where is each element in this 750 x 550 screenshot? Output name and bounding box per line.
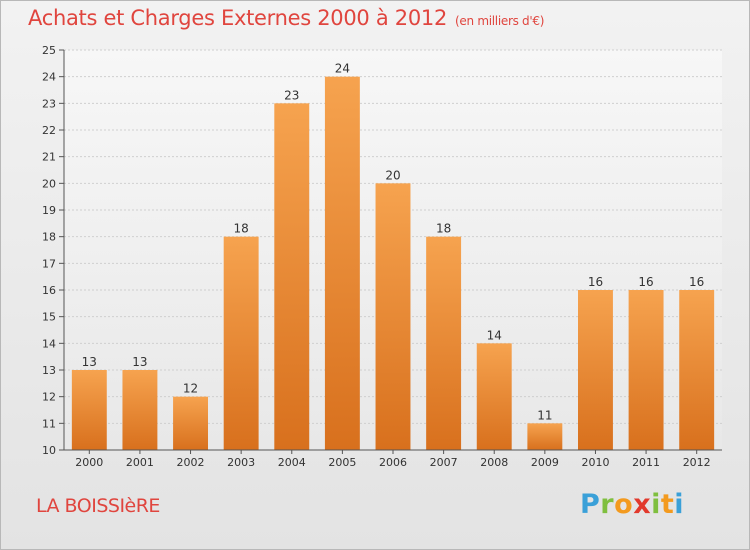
bar xyxy=(679,290,715,450)
y-tick-label: 10 xyxy=(42,444,56,457)
y-tick-label: 25 xyxy=(42,44,56,57)
proxiti-logo[interactable]: Proxiti xyxy=(580,489,684,520)
data-label: 16 xyxy=(588,275,603,289)
bar xyxy=(426,236,462,450)
data-label: 11 xyxy=(537,408,552,422)
y-tick-label: 17 xyxy=(42,257,56,270)
x-tick-label: 2000 xyxy=(75,456,103,469)
bar xyxy=(274,103,310,450)
x-tick-label: 2007 xyxy=(430,456,458,469)
x-tick-label: 2012 xyxy=(683,456,711,469)
data-label: 20 xyxy=(385,168,400,182)
bar xyxy=(527,423,563,450)
bar xyxy=(122,370,158,450)
logo-letter: r xyxy=(600,489,615,520)
y-tick-label: 24 xyxy=(42,71,56,84)
x-tick-label: 2003 xyxy=(227,456,255,469)
data-label: 23 xyxy=(284,88,299,102)
bar xyxy=(628,290,664,450)
y-tick-label: 22 xyxy=(42,124,56,137)
y-axis: 10 11 12 13 14 15 16 17 18 19 20 21 22 23 24 25 xyxy=(42,44,65,457)
bar xyxy=(476,343,512,450)
y-tick-label: 12 xyxy=(42,391,56,404)
location-name: LA BOISSIèRE xyxy=(36,495,160,517)
y-tick-label: 20 xyxy=(42,177,56,190)
bar xyxy=(375,183,411,451)
data-label: 13 xyxy=(82,355,97,369)
y-tick-label: 15 xyxy=(42,311,56,324)
x-tick-label: 2005 xyxy=(328,456,356,469)
y-tick-label: 23 xyxy=(42,97,56,110)
logo-letter: i xyxy=(674,489,685,520)
y-tick-label: 14 xyxy=(42,337,56,350)
logo-letter: o xyxy=(614,489,634,520)
y-tick-label: 19 xyxy=(42,204,56,217)
bars xyxy=(71,76,715,451)
logo-letter: x xyxy=(633,489,652,520)
data-label: 12 xyxy=(183,382,198,396)
y-tick-label: 16 xyxy=(42,284,56,297)
y-tick-label: 13 xyxy=(42,364,56,377)
bar xyxy=(577,290,613,450)
bar xyxy=(173,396,209,450)
data-label: 24 xyxy=(335,62,350,76)
bar xyxy=(71,370,107,450)
x-tick-label: 2006 xyxy=(379,456,407,469)
x-tick-label: 2011 xyxy=(632,456,660,469)
logo-letter: i xyxy=(651,489,661,520)
x-axis: 2000 2001 2002 2003 2004 2005 2006 2007 2008 2009… xyxy=(64,449,722,469)
data-label: 14 xyxy=(487,328,502,342)
x-tick-label: 2004 xyxy=(278,456,306,469)
chart-title: Achats et Charges Externes 2000 à 2012 (e… xyxy=(28,6,544,30)
data-label: 16 xyxy=(638,275,653,289)
data-label: 16 xyxy=(689,275,704,289)
y-tick-label: 21 xyxy=(42,151,56,164)
logo-letter: t xyxy=(660,489,675,520)
chart-subtitle: (en milliers d'€) xyxy=(455,14,545,28)
x-tick-label: 2001 xyxy=(126,456,154,469)
bar xyxy=(223,236,259,450)
x-tick-label: 2009 xyxy=(531,456,559,469)
data-label: 18 xyxy=(234,222,249,236)
y-tick-label: 11 xyxy=(42,417,56,430)
data-labels: 13 13 12 18 23 24 20 18 14 11 16 16 16 xyxy=(82,62,705,423)
logo-letter: P xyxy=(580,489,601,520)
bar xyxy=(324,76,360,451)
x-tick-label: 2002 xyxy=(177,456,205,469)
x-tick-label: 2010 xyxy=(581,456,609,469)
x-tick-label: 2008 xyxy=(480,456,508,469)
title-text: Achats et Charges Externes 2000 à 2012 xyxy=(28,6,448,30)
data-label: 13 xyxy=(132,355,147,369)
data-label: 18 xyxy=(436,222,451,236)
y-tick-label: 18 xyxy=(42,231,56,244)
